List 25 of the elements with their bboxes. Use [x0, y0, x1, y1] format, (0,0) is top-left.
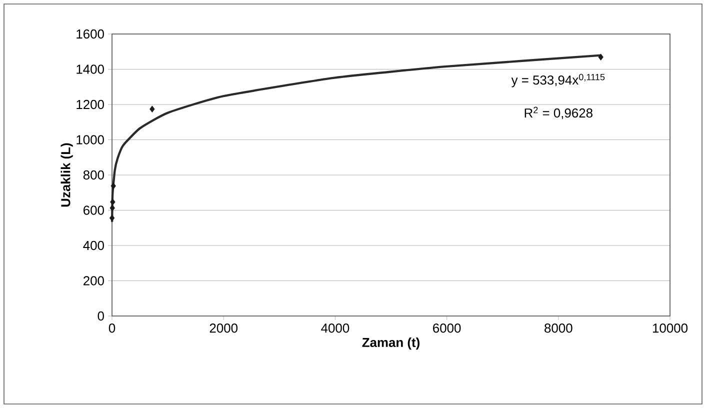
y-tick-label: 800	[83, 170, 104, 180]
y-tick-label: 600	[84, 206, 104, 215]
point	[110, 182, 116, 190]
y-tick-label: 1200	[76, 100, 104, 110]
point	[110, 198, 116, 206]
x-tick-label: 0	[108, 324, 116, 333]
point	[110, 204, 115, 212]
x-tick-label: 6000	[433, 324, 461, 333]
x-tick-label: 8000	[544, 324, 572, 333]
y-tick-label: 1400	[76, 64, 104, 74]
y-tick-label: 200	[84, 276, 104, 286]
x-tick-label: 4000	[321, 324, 350, 333]
x-axis-title: Zaman (t)	[362, 338, 420, 350]
y-tick-label: 400	[83, 240, 104, 250]
annotation: y = 533,94x$^{0,1115}$	[511, 74, 605, 88]
x-tick-label: 10000	[652, 324, 688, 333]
annotation: R$^{2}$ = 0,9628	[524, 106, 592, 120]
point	[150, 106, 155, 112]
point	[598, 54, 604, 60]
y-tick-label: 1600	[76, 29, 104, 39]
y-tick-label: 0	[98, 311, 104, 321]
y-tick-label: 1000	[76, 135, 104, 144]
x-tick-label: 2000	[210, 324, 238, 333]
point	[109, 214, 115, 222]
y-axis-title: Uzaklik (L)	[60, 143, 73, 207]
